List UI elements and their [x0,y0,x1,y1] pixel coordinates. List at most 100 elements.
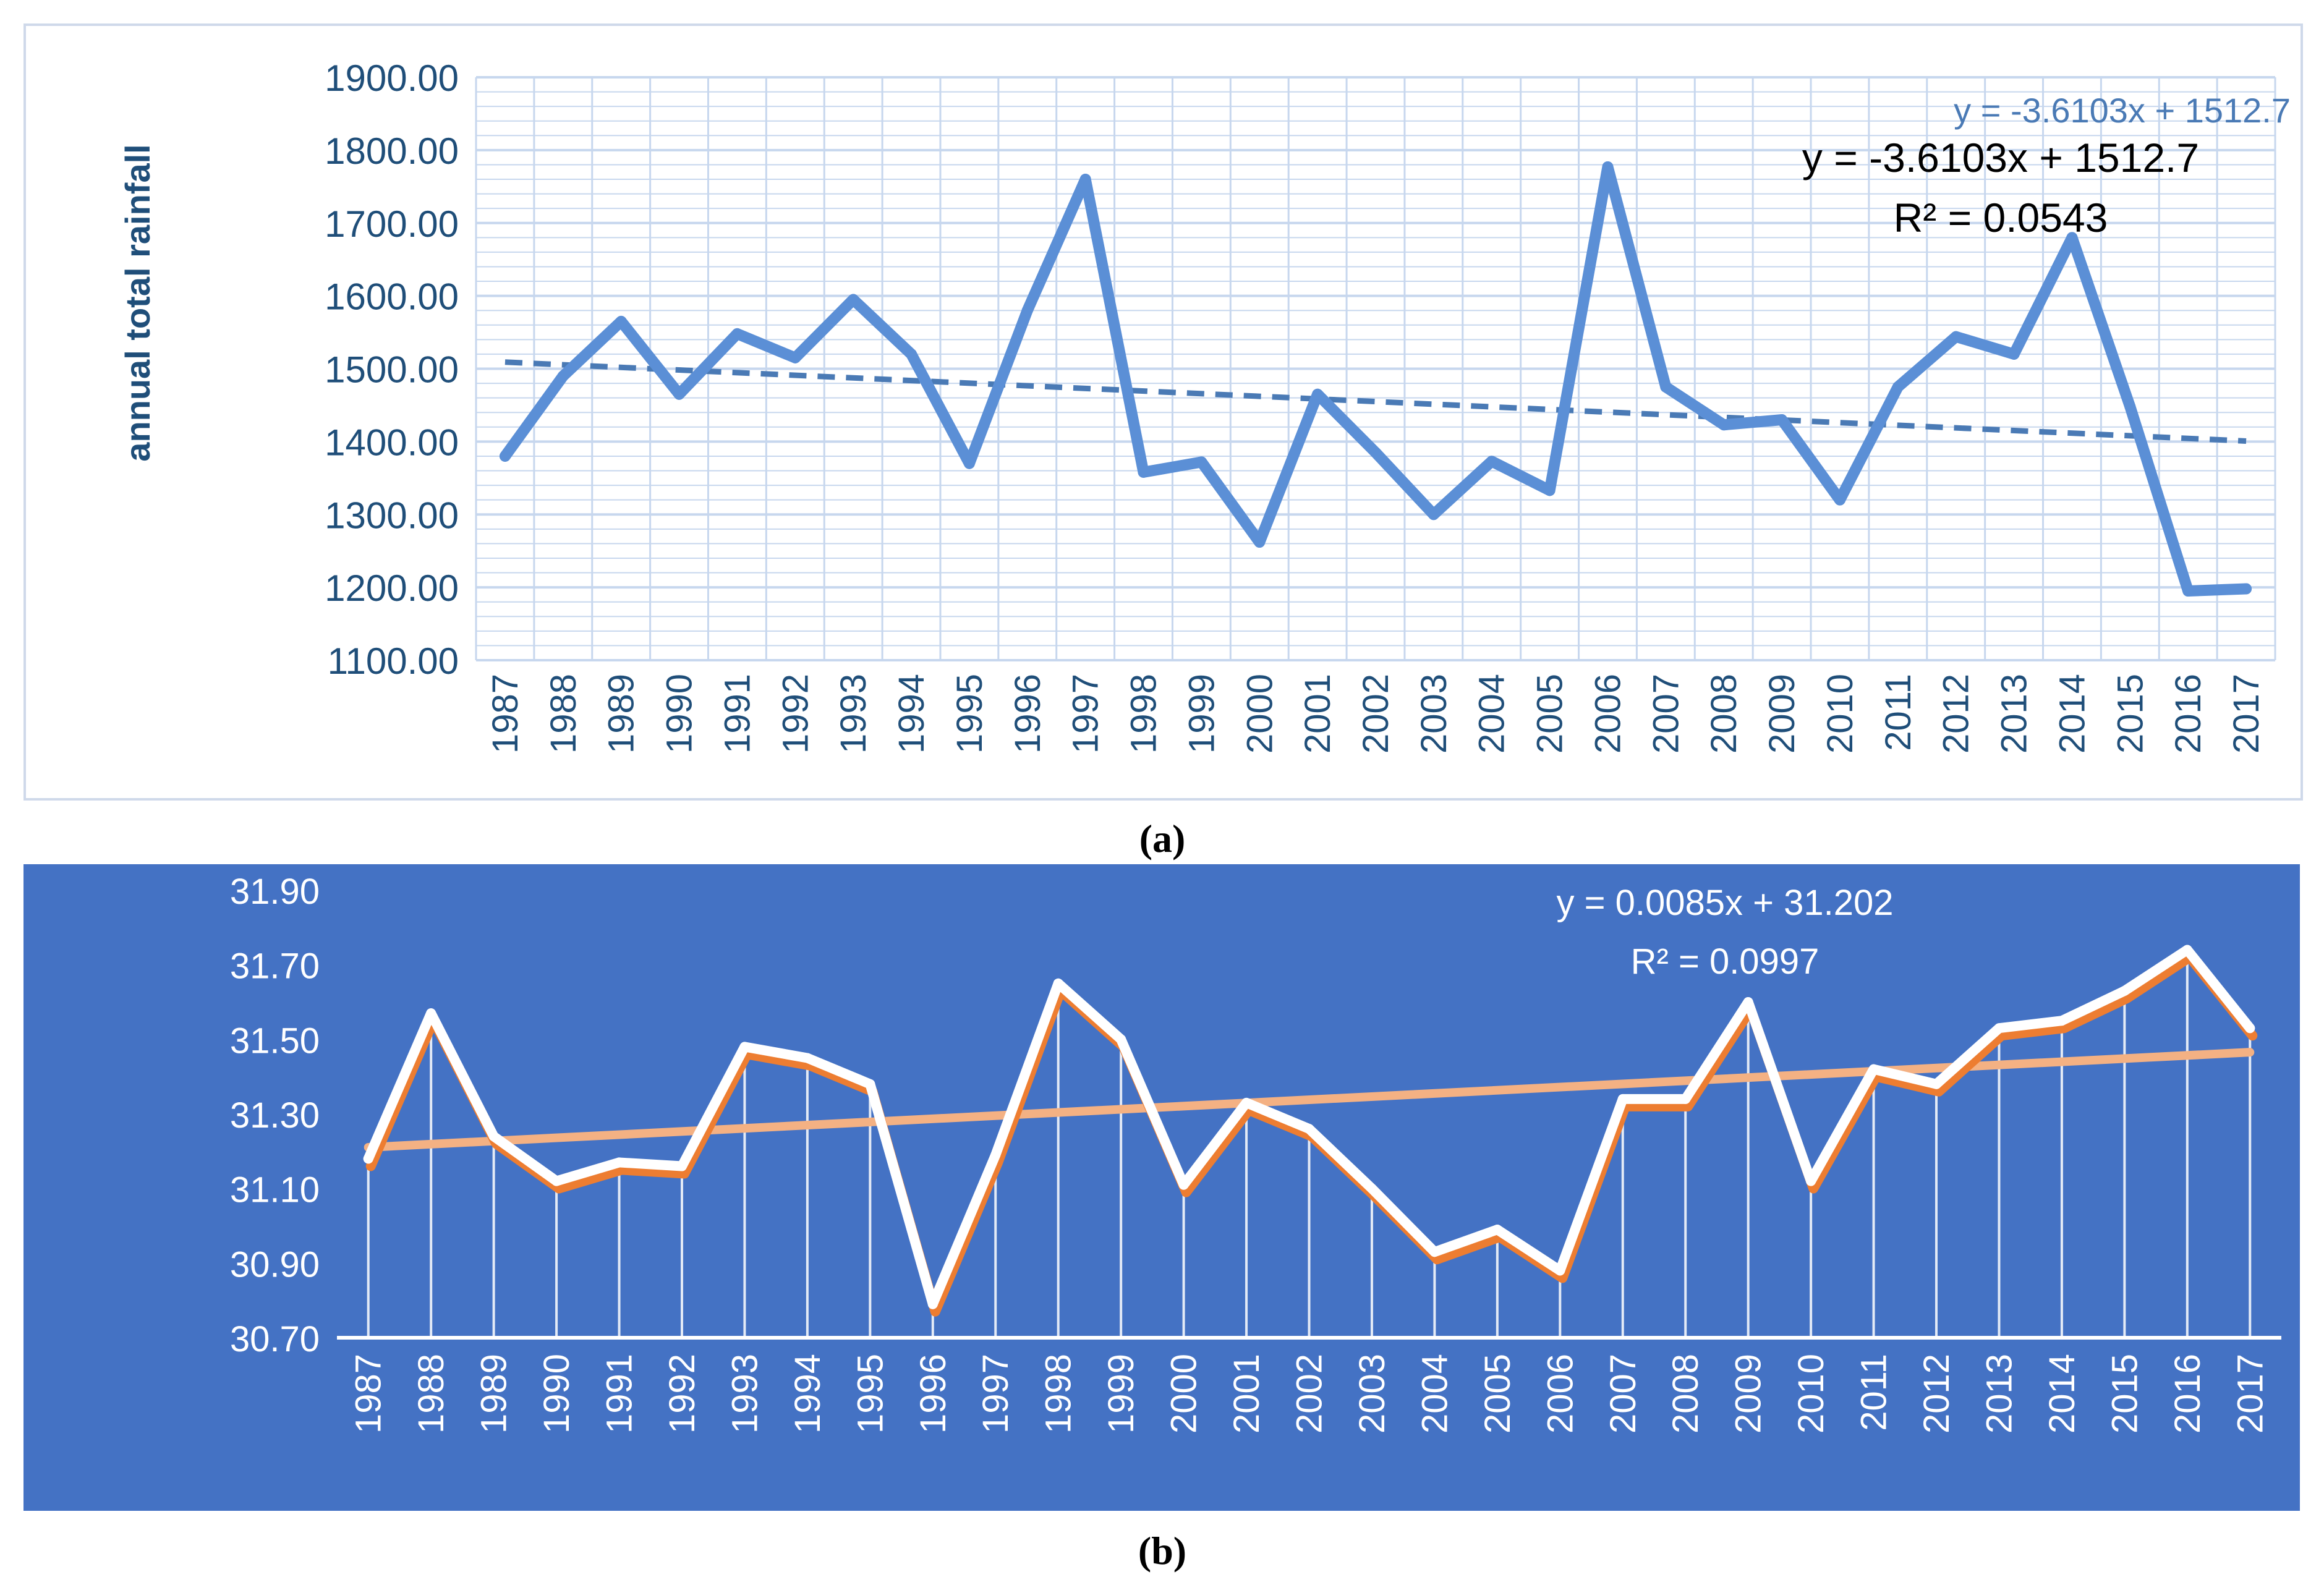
data-point [551,1176,562,1186]
chart-a-gridlines [475,76,2276,661]
x-tick-label: 2007 [1646,674,1686,754]
x-tick-label: 1993 [833,674,874,754]
x-tick-label: 2013 [1994,674,2035,754]
x-tick-label: 2003 [1352,1354,1392,1434]
data-point [1660,381,1672,393]
chart-b-x-ticks: 1987 1988 1989 1990 1991 1992 1993 1994 1995 1996… [349,1354,2271,1434]
chart-a-trend-equation: y = -3.6103x + 1512.7 [1802,135,2199,181]
trendline [504,359,2247,444]
data-point [1834,494,1845,506]
data-point [2245,1023,2255,1034]
y-tick-label: 1300.00 [325,495,459,536]
y-tick-label: 1400.00 [325,422,459,463]
x-tick-label: 2008 [1666,1354,1706,1434]
chart-a: 1100.00 1200.00 1300.00 1400.00 1500.00 1600.… [23,23,2303,801]
x-tick-label: 2003 [1414,674,1454,754]
data-point [676,1161,687,1171]
x-tick-label: 1987 [349,1354,389,1434]
chart-b-trendline [364,1048,2255,1152]
data-point [1743,997,1753,1007]
data-point [927,1299,938,1309]
x-tick-label: 2013 [1979,1354,2019,1434]
data-point [2182,945,2192,955]
data-point [1950,331,1962,342]
chart-b-series [363,945,2258,1317]
x-tick-label: 1992 [775,674,815,754]
x-tick-label: 2012 [1917,1354,1957,1434]
x-tick-label: 1989 [474,1354,514,1434]
x-tick-label: 2002 [1356,674,1396,754]
x-tick-label: 2000 [1240,674,1280,754]
chart-b-background [23,864,2300,1511]
data-point [1116,1034,1126,1045]
x-tick-label: 2015 [2110,674,2150,754]
data-point [1366,1183,1377,1194]
x-tick-label: 1991 [600,1354,640,1434]
x-tick-label: 1999 [1101,1354,1141,1434]
data-point [1680,1094,1691,1104]
x-tick-label: 1987 [485,674,526,754]
x-tick-label: 2010 [1820,674,1860,754]
chart-b-trend-equation: y = 0.0085x + 31.202 [1557,883,1894,923]
x-tick-label: 1990 [537,1354,577,1434]
x-tick-label: 1996 [913,1354,953,1434]
x-tick-label: 2004 [1472,674,1512,754]
data-point [2056,1016,2067,1026]
x-tick-label: 2009 [1729,1354,1769,1434]
x-tick-label: 2001 [1227,1354,1267,1434]
data-point [488,1131,499,1142]
x-tick-label: 1988 [543,674,584,754]
data-point [1429,1247,1440,1257]
x-tick-label: 1999 [1181,674,1222,754]
data-point [2124,401,2136,412]
x-tick-label: 2008 [1704,674,1744,754]
data-point [499,450,511,462]
data-point [865,1079,875,1089]
data-point [1428,509,1439,521]
x-tick-label: 1997 [1066,674,1106,754]
data-point [1994,1023,2004,1034]
data-point [1868,1064,1879,1074]
data-point [2241,583,2252,595]
x-tick-label: 2017 [2230,1354,2270,1434]
y-tick-label: 31.10 [230,1170,320,1210]
x-tick-label: 1989 [602,674,642,754]
x-tick-label: 1996 [1008,674,1048,754]
y-tick-label: 31.30 [230,1095,320,1136]
chart-a-trend-legend: y = -3.6103x + 1512.7 [1954,91,2291,130]
x-tick-label: 2011 [1878,674,1918,751]
x-tick-label: 1988 [411,1354,451,1434]
trendline [364,1048,2255,1152]
y-tick-label: 30.90 [230,1244,320,1285]
y-tick-label: 1500.00 [325,349,459,391]
x-tick-label: 2004 [1415,1354,1455,1434]
x-tick-label: 2009 [1762,674,1802,754]
x-tick-label: 1993 [725,1354,765,1434]
data-point [363,1154,373,1164]
data-point [2066,232,2078,244]
data-point [1053,978,1063,988]
y-tick-label: 31.70 [230,946,320,987]
data-point [1555,1265,1565,1276]
data-point [1021,305,1033,317]
data-point [1254,537,1266,548]
data-point [2008,348,2020,360]
data-point [1931,1079,1942,1089]
x-tick-label: 1995 [850,1354,890,1434]
data-point [614,1157,624,1168]
data-point [1178,1179,1189,1190]
data-point [1241,1097,1252,1108]
y-tick-label: 1800.00 [325,130,459,172]
chart-a-trend-r2: R² = 0.0543 [1894,195,2108,240]
x-tick-label: 2010 [1791,1354,1831,1434]
chart-a-y-axis-label: annual total rainfall [118,144,157,461]
x-tick-label: 1991 [717,674,757,754]
y-tick-label: 31.90 [230,872,320,912]
x-tick-label: 2001 [1298,674,1338,754]
x-tick-label: 2017 [2226,674,2267,754]
x-tick-label: 1997 [976,1354,1016,1434]
data-point [673,388,685,400]
data-point [615,315,627,327]
x-tick-label: 2014 [2052,674,2092,754]
